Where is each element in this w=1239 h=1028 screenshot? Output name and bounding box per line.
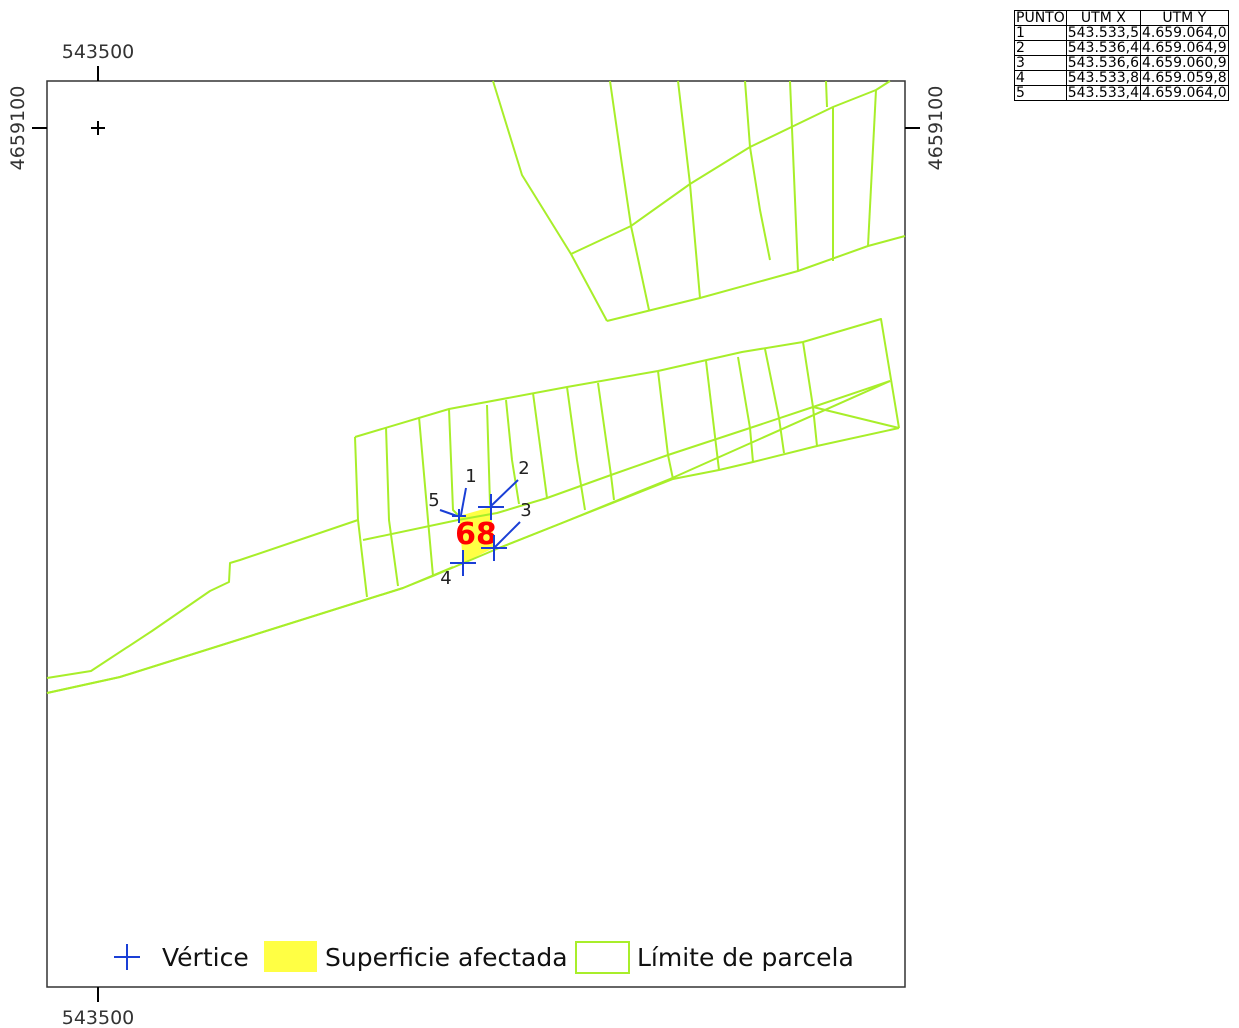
- coordinates-table: PUNTO UTM X UTM Y 1 543.533,5 4.659.064,…: [1014, 10, 1229, 101]
- table-row: 4 543.533,8 4.659.059,8: [1014, 70, 1229, 86]
- cell-punto: 5: [1014, 85, 1067, 101]
- legend-affected-swatch: [264, 941, 317, 972]
- x-tick-label-top: 543500: [62, 41, 135, 63]
- vertex-label-2: 2: [518, 458, 529, 479]
- grid-cross-icon: [91, 121, 105, 135]
- header-punto: PUNTO: [1014, 10, 1067, 26]
- cell-utm-y: 4.659.064,9: [1140, 40, 1229, 56]
- vertex-3-icon: [481, 521, 521, 561]
- legend-vertex-label: Vértice: [162, 943, 249, 972]
- table-header-row: PUNTO UTM X UTM Y: [1014, 10, 1229, 26]
- vertex-5-icon: [439, 509, 458, 517]
- cell-utm-x: 543.536,6: [1065, 55, 1142, 71]
- cell-utm-x: 543.533,8: [1065, 70, 1142, 86]
- vertex-label-1: 1: [465, 466, 476, 487]
- legend-boundary-swatch: [575, 941, 630, 974]
- cell-utm-y: 4.659.059,8: [1140, 70, 1229, 86]
- legend-boundary-label: Límite de parcela: [637, 943, 854, 972]
- table-row: 2 543.536,4 4.659.064,9: [1014, 40, 1229, 56]
- legend-affected-label: Superficie afectada: [325, 943, 568, 972]
- parcel-number-label: 68: [455, 517, 497, 552]
- legend: Vértice Superficie afectada Límite de pa…: [114, 941, 854, 974]
- cell-punto: 3: [1014, 55, 1067, 71]
- cell-utm-x: 543.536,4: [1065, 40, 1142, 56]
- vertex-2-icon: [478, 479, 519, 520]
- vertex-label-4: 4: [440, 568, 451, 589]
- y-tick-label-left: 4659100: [7, 86, 29, 171]
- cell-utm-y: 4.659.060,9: [1140, 55, 1229, 71]
- table-row: 5 543.533,4 4.659.064,0: [1014, 85, 1229, 101]
- header-utm-y: UTM Y: [1140, 10, 1229, 26]
- parcel-boundaries: [46, 80, 906, 694]
- cell-utm-x: 543.533,5: [1065, 25, 1142, 41]
- coordinate-ticks: [32, 66, 920, 1002]
- cell-utm-x: 543.533,4: [1065, 85, 1142, 101]
- vertex-label-5: 5: [428, 490, 439, 511]
- x-tick-label-bottom: 543500: [62, 1007, 135, 1028]
- y-tick-label-right: 4659100: [925, 86, 947, 171]
- cell-utm-y: 4.659.064,0: [1140, 85, 1229, 101]
- vertex-markers: [439, 479, 521, 576]
- cell-utm-y: 4.659.064,0: [1140, 25, 1229, 41]
- table-row: 1 543.533,5 4.659.064,0: [1014, 25, 1229, 41]
- vertex-4-icon: [450, 550, 476, 576]
- legend-vertex-icon: [114, 944, 140, 970]
- cell-punto: 4: [1014, 70, 1067, 86]
- cell-punto: 2: [1014, 40, 1067, 56]
- table-row: 3 543.536,6 4.659.060,9: [1014, 55, 1229, 71]
- vertex-label-3: 3: [520, 500, 531, 521]
- cell-punto: 1: [1014, 25, 1067, 41]
- header-utm-x: UTM X: [1065, 10, 1142, 26]
